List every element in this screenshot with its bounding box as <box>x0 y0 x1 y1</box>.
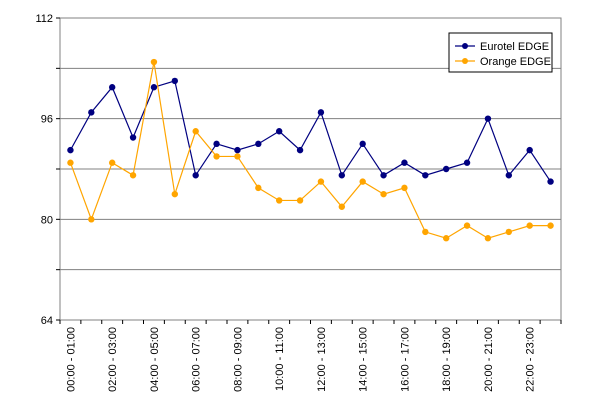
data-point <box>192 172 199 179</box>
legend-marker-eurotel <box>462 43 468 49</box>
y-tick-label: 80 <box>41 214 53 226</box>
data-point <box>129 172 137 179</box>
x-tick-label: 00:00 - 01:00 <box>65 327 77 392</box>
data-point <box>505 172 513 179</box>
data-point <box>67 159 74 166</box>
data-point <box>401 159 408 166</box>
x-tick-label: 20:00 - 21:00 <box>483 327 495 392</box>
x-tick-label: 22:00 - 23:00 <box>525 327 537 392</box>
data-point <box>442 235 450 242</box>
x-tick-label: 16:00 - 17:00 <box>399 327 411 392</box>
y-tick-label: 112 <box>35 13 53 25</box>
x-tick-label: 02:00 - 03:00 <box>107 327 119 392</box>
x-tick-label: 10:00 - 11:00 <box>274 327 286 391</box>
data-point <box>275 128 283 135</box>
data-point <box>526 146 533 154</box>
data-point <box>150 58 158 66</box>
y-tick-label: 64 <box>41 315 53 327</box>
series-orange <box>67 58 554 242</box>
data-point <box>67 146 74 154</box>
data-point <box>484 115 492 122</box>
data-point <box>296 197 304 204</box>
data-point <box>338 172 346 179</box>
data-point <box>463 159 471 166</box>
data-point <box>108 84 116 91</box>
data-point <box>275 197 283 204</box>
x-tick-label: 04:00 - 05:00 <box>149 327 161 392</box>
x-tick-label: 12:00 - 13:00 <box>316 327 328 392</box>
data-point <box>484 235 492 242</box>
series-layer <box>67 58 554 242</box>
data-point <box>234 146 241 154</box>
data-point <box>359 140 366 148</box>
series-line <box>69 80 552 182</box>
y-axis: 64 80 96 112 <box>35 13 60 327</box>
data-point <box>255 184 262 192</box>
data-point <box>422 172 429 179</box>
data-point <box>422 228 429 236</box>
y-tick-label: 96 <box>41 114 53 126</box>
data-point <box>296 146 304 154</box>
data-point <box>213 153 220 160</box>
legend-entry-orange: Orange EDGE <box>455 56 551 68</box>
legend-label-eurotel: Eurotel EDGE <box>480 41 549 53</box>
data-point <box>234 153 241 160</box>
data-point <box>338 203 346 210</box>
data-point <box>401 184 408 192</box>
data-point <box>150 84 158 91</box>
data-point <box>88 109 95 116</box>
data-point <box>108 159 116 166</box>
data-point <box>359 178 366 185</box>
legend-marker-orange <box>462 58 468 64</box>
data-point <box>380 190 387 198</box>
data-point <box>505 228 513 236</box>
data-point <box>380 172 387 179</box>
legend-label-orange: Orange EDGE <box>480 56 551 68</box>
data-point <box>317 109 325 116</box>
legend-entry-eurotel: Eurotel EDGE <box>455 41 549 53</box>
x-tick-label: 06:00 - 07:00 <box>191 327 203 392</box>
series-line <box>69 61 551 239</box>
legend-box <box>448 32 553 73</box>
x-axis: 00:00 - 01:00 02:00 - 03:00 04:00 - 05:00 0… <box>59 320 562 392</box>
data-point <box>171 190 179 198</box>
data-point <box>547 222 554 229</box>
x-tick-label: 14:00 - 15:00 <box>358 327 370 392</box>
data-point <box>317 178 325 185</box>
legend: Eurotel EDGE Orange EDGE <box>448 32 553 73</box>
data-point <box>129 134 137 141</box>
data-point <box>547 178 554 185</box>
data-point <box>463 222 471 229</box>
data-point <box>255 140 262 148</box>
data-point <box>171 77 179 85</box>
x-tick-label: 08:00 - 09:00 <box>232 327 244 392</box>
data-point <box>192 128 199 135</box>
data-point <box>88 216 95 223</box>
data-point <box>442 165 450 173</box>
x-tick-label: 18:00 - 19:00 <box>441 327 453 392</box>
series-eurotel <box>67 77 554 185</box>
data-point <box>213 140 220 148</box>
data-point <box>526 222 533 229</box>
